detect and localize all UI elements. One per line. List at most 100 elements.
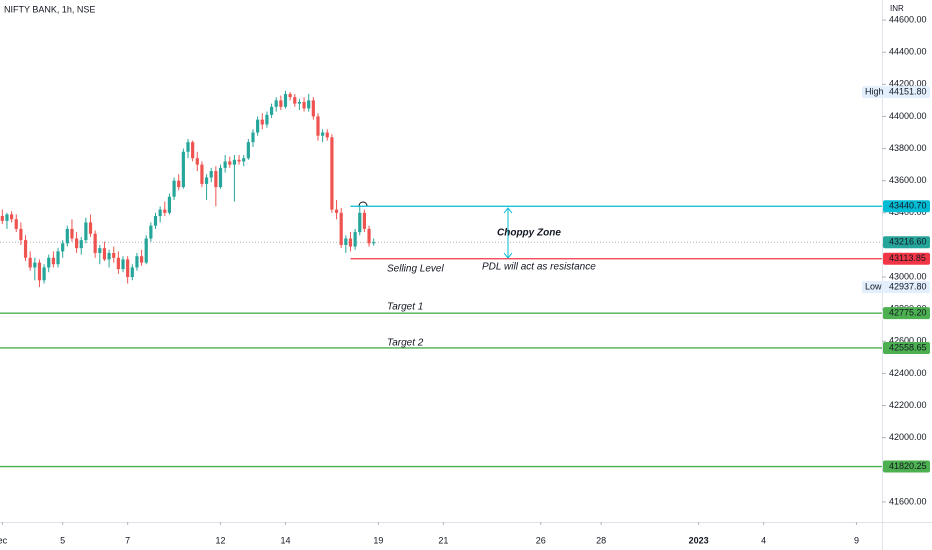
candle-body xyxy=(163,209,167,213)
currency-label: INR xyxy=(890,4,904,13)
candle-body xyxy=(344,238,348,245)
x-tick-label: 28 xyxy=(596,535,606,545)
candle-body xyxy=(330,137,334,210)
x-tick-label: 9 xyxy=(854,535,859,545)
level-box xyxy=(883,460,930,473)
candle-body xyxy=(135,256,139,268)
candle-body xyxy=(10,214,14,220)
y-tick-label: 42200.00 xyxy=(889,400,927,410)
candle-body xyxy=(186,142,190,152)
candle-body xyxy=(358,212,362,233)
candle-body xyxy=(302,101,306,109)
candle-body xyxy=(139,256,144,263)
candle-body xyxy=(5,214,9,221)
candle-body xyxy=(130,267,134,278)
level-label: 42775.20 xyxy=(889,308,927,318)
level-label: 41820.25 xyxy=(889,461,927,471)
y-tick-label: 44000.00 xyxy=(889,111,927,121)
candle-body xyxy=(84,222,88,241)
candle-body xyxy=(353,232,357,247)
candle-body xyxy=(209,171,213,178)
candle-body xyxy=(311,100,315,117)
candle-body xyxy=(214,171,218,188)
marker-arc xyxy=(358,201,368,207)
candle-body xyxy=(153,216,158,226)
candle-body xyxy=(200,164,204,184)
candle-body xyxy=(14,219,18,229)
candle-body xyxy=(0,216,4,221)
candle-body xyxy=(260,119,264,125)
candle-body xyxy=(274,100,278,107)
level-box xyxy=(883,200,930,213)
annotation: PDL will act as resistance xyxy=(482,262,596,273)
y-tick-label: 42000.00 xyxy=(889,432,927,442)
last-price-label: 43216.60 xyxy=(889,237,927,247)
candle-body xyxy=(42,267,46,281)
candle-body xyxy=(56,251,60,265)
candle-body xyxy=(167,196,172,213)
hilo-tag xyxy=(862,86,930,99)
x-tick-label: 4 xyxy=(761,535,766,545)
candle-body xyxy=(181,151,185,188)
range-arrow xyxy=(503,207,513,259)
x-tick-label: ec xyxy=(0,535,8,545)
candle-body xyxy=(246,142,250,159)
candle-body xyxy=(191,142,195,159)
candle-body xyxy=(102,248,107,260)
candle-body xyxy=(232,159,237,165)
x-tick-label: 7 xyxy=(125,535,130,545)
candle-body xyxy=(121,259,125,270)
x-tick-label: 26 xyxy=(536,535,546,545)
candle-body xyxy=(65,228,69,244)
level-box xyxy=(883,307,930,320)
candle-body xyxy=(362,212,367,229)
y-tick-label: 44200.00 xyxy=(889,79,927,89)
x-tick-label: 12 xyxy=(215,535,225,545)
candle-body xyxy=(297,101,302,104)
candle-body xyxy=(237,159,241,162)
candle-body xyxy=(288,93,292,98)
candle-body xyxy=(23,240,28,258)
candle-body xyxy=(126,259,130,278)
candle-body xyxy=(149,225,153,239)
candle-body xyxy=(158,209,162,217)
hilo-value: 42937.80 xyxy=(889,281,927,291)
candle-body xyxy=(269,106,274,115)
hilo-name: High xyxy=(865,86,884,96)
candle-body xyxy=(372,242,376,244)
level-box xyxy=(883,252,930,265)
candle-body xyxy=(283,93,288,107)
candle-body xyxy=(61,243,65,252)
x-tick-label: 2023 xyxy=(689,535,709,545)
hilo-tag xyxy=(862,281,930,294)
level-label: 43113.85 xyxy=(889,253,926,263)
y-tick-label: 41600.00 xyxy=(889,496,927,506)
level-label: 42558.65 xyxy=(889,342,927,352)
x-tick-label: 5 xyxy=(60,535,65,545)
candle-body xyxy=(93,233,97,253)
candle-body xyxy=(321,132,325,136)
candle-body xyxy=(172,180,176,197)
candle-body xyxy=(307,100,311,109)
candle-body xyxy=(79,240,83,249)
x-tick-label: 21 xyxy=(438,535,448,545)
y-tick-label: 44400.00 xyxy=(889,47,927,57)
candle-body xyxy=(325,132,329,138)
candle-body xyxy=(177,180,181,188)
candle-body xyxy=(367,228,371,244)
y-tick-label: 43800.00 xyxy=(889,143,927,153)
candle-body xyxy=(98,248,102,253)
y-tick-label: 44600.00 xyxy=(889,14,927,24)
x-tick-label: 19 xyxy=(373,535,383,545)
candle-body xyxy=(195,158,199,165)
candle-body xyxy=(107,252,111,260)
candle-body xyxy=(116,257,120,270)
hilo-value: 44151.80 xyxy=(889,86,927,96)
candle-body xyxy=(33,262,37,268)
candle-body xyxy=(88,222,93,234)
annotation: Choppy Zone xyxy=(497,228,561,239)
level-label: 43440.70 xyxy=(889,201,927,211)
candle-body xyxy=(251,132,255,143)
annotation: Target 2 xyxy=(387,338,424,349)
